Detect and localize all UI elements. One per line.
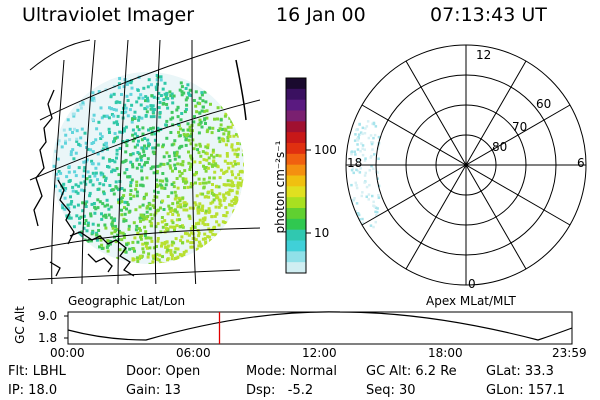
colorbar-segment [286, 229, 306, 241]
status-glon: GLon: 157.1 [486, 383, 566, 398]
timeline-ytick-9: 9.0 [38, 309, 58, 323]
coastlines [33, 89, 135, 277]
colorbar-segment [286, 110, 306, 122]
colorbar-segment [286, 186, 306, 198]
earth-disk [52, 72, 244, 264]
status-gain: Gain: 13 [126, 383, 181, 398]
status-filter: Flt: LBHL [8, 364, 66, 379]
colorbar-segment [286, 153, 306, 166]
timeline-frame [67, 311, 573, 345]
mlat-label-80: 80 [492, 140, 508, 154]
colorbar-segment [286, 78, 306, 90]
right-panel-caption: Apex MLat/MLT [426, 294, 516, 308]
status-seq: Seq: 30 [366, 383, 416, 398]
timeline-xtick-1800: 18:00 [428, 346, 463, 360]
colorbar-segment [286, 197, 306, 209]
status-gc-alt: GC Alt: 6.2 Re [366, 364, 457, 379]
geographic-image [28, 39, 260, 284]
colorbar-segment [286, 132, 306, 144]
colorbar-unit-label: photon cm⁻²s⁻¹ [273, 140, 287, 234]
mlat-label-60: 60 [536, 97, 552, 111]
mlt-label-6: 6 [577, 156, 585, 170]
colorbar-segment [286, 175, 306, 187]
polar-grid [345, 44, 587, 286]
timeline-xtick-0600: 06:00 [176, 346, 211, 360]
aurora-pixels [52, 74, 244, 264]
mlt-label-12: 12 [476, 48, 492, 62]
mlt-label-18: 18 [347, 156, 363, 170]
colorbar-segment [286, 208, 306, 220]
timeline-ylabel: GC Alt [13, 306, 27, 344]
altitude-curve [67, 311, 573, 341]
status-ip: IP: 18.0 [8, 383, 58, 398]
left-panel-caption: Geographic Lat/Lon [68, 294, 186, 308]
app-title: Ultraviolet Imager [22, 4, 195, 26]
colorbar-segment [286, 164, 306, 176]
timeline-xtick-1200: 12:00 [302, 346, 337, 360]
timeline-ytick-1-8: 1.8 [38, 331, 58, 345]
colorbar-segment [286, 240, 306, 252]
status-glat: GLat: 33.3 [486, 364, 554, 379]
time-label: 07:13:43 UT [430, 4, 547, 26]
status-dsp: Dsp: -5.2 [246, 383, 314, 398]
mlat-label-70: 70 [512, 120, 528, 134]
colorbar-label-10: 10 [314, 226, 330, 240]
mlt-label-0: 0 [468, 277, 476, 291]
altitude-timeline [64, 311, 573, 345]
status-door: Door: Open [126, 364, 201, 379]
colorbar-segment [286, 121, 306, 133]
colorbar-segment [286, 218, 306, 231]
colorbar-segment [286, 99, 306, 111]
colorbar-label-100: 100 [314, 143, 337, 157]
colorbar-frame [285, 77, 307, 274]
timeline-xtick-0000: 00:00 [50, 346, 85, 360]
colorbar-segment [286, 251, 306, 263]
polar-plot [345, 44, 587, 286]
status-mode: Mode: Normal [246, 364, 337, 379]
date-label: 16 Jan 00 [276, 4, 366, 26]
colorbar-segment [286, 88, 306, 101]
colorbar-segment [286, 143, 306, 155]
timeline-xtick-2359: 23:59 [552, 346, 587, 360]
colorbar [286, 78, 306, 274]
polar-aurora-pixels [350, 120, 381, 232]
colorbar-segment [286, 262, 306, 274]
